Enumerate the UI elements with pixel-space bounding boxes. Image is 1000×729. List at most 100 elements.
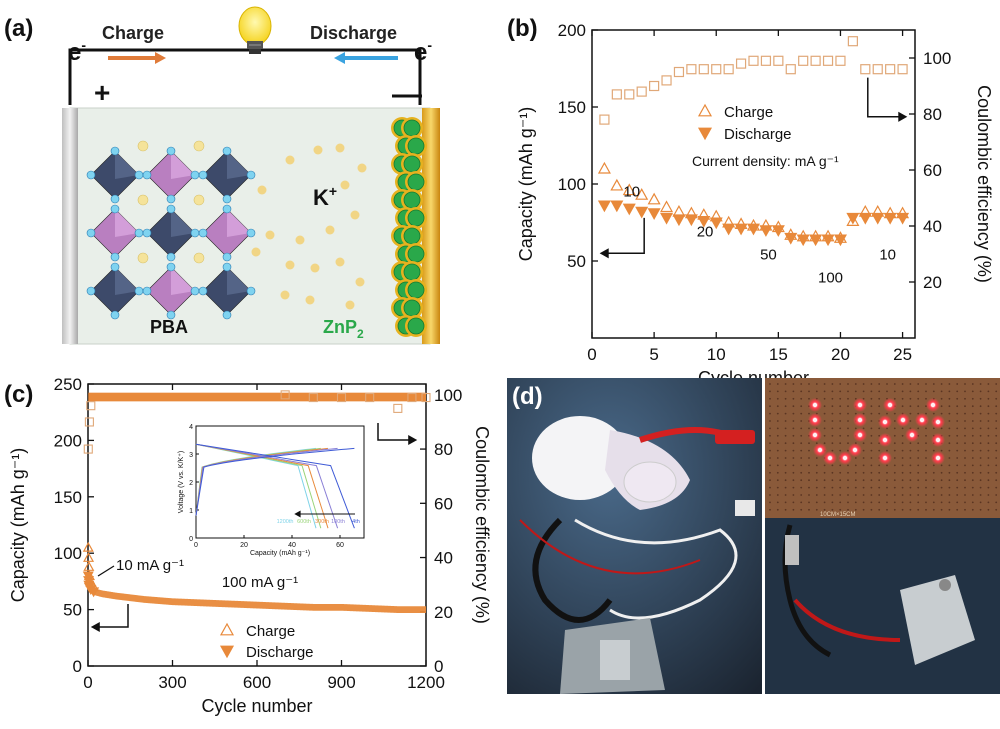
ce-point (735, 58, 747, 69)
perf-hole (987, 508, 990, 511)
x-tick-label: 0 (83, 673, 92, 692)
perf-hole (847, 508, 849, 511)
ce-point (860, 64, 871, 75)
perf-hole (878, 486, 881, 489)
perf-hole (769, 471, 771, 474)
annotation-10ma: 10 mA g⁻¹ (116, 557, 184, 574)
potassium-ion (310, 263, 320, 273)
perf-hole (932, 501, 935, 504)
perf-hole (909, 471, 912, 474)
perf-hole (901, 508, 904, 511)
perf-hole (784, 383, 787, 385)
perf-hole (893, 427, 896, 430)
potassium-ion (285, 260, 295, 270)
perf-hole (940, 486, 943, 489)
perf-hole (792, 471, 795, 474)
perf-hole (917, 464, 920, 467)
perf-hole (823, 434, 826, 437)
perf-hole (808, 479, 810, 482)
perf-hole (870, 449, 873, 452)
perf-hole (979, 508, 982, 511)
perf-hole (870, 405, 873, 408)
perf-hole (815, 457, 818, 459)
legend-charge-label: Charge (724, 104, 773, 121)
ce-point (365, 393, 375, 403)
perf-hole (823, 397, 826, 400)
pba-atom (198, 170, 208, 180)
perf-hole (964, 494, 966, 496)
perf-hole (854, 412, 857, 415)
left-axis-arrowhead-icon (90, 621, 100, 633)
perf-hole (870, 494, 873, 496)
perf-hole (909, 457, 912, 459)
ce-point (624, 89, 635, 100)
discharge-point (635, 206, 649, 219)
perf-hole (854, 486, 857, 489)
right-axis-arrow-icon (867, 77, 901, 118)
perf-hole (878, 405, 881, 408)
potassium-ion (357, 163, 367, 173)
perf-hole (956, 420, 959, 422)
inset-legend-label: 100th (331, 519, 345, 525)
ce-point (336, 393, 347, 403)
perf-hole (964, 390, 966, 393)
x-tick-label: 10 (707, 345, 726, 364)
y-right-tick-label: 60 (923, 161, 942, 180)
perf-hole (784, 501, 787, 504)
discharge-point (622, 203, 636, 216)
perf-hole (784, 471, 787, 474)
perf-hole (995, 479, 998, 482)
perf-hole (948, 486, 951, 489)
perf-hole (878, 501, 881, 504)
perf-hole (964, 449, 966, 452)
perf-hole (823, 390, 826, 393)
perf-hole (995, 383, 998, 385)
perf-hole (964, 412, 966, 415)
pba-atom (166, 146, 176, 156)
perf-hole (847, 471, 849, 474)
znp2-particle-core (403, 227, 421, 245)
znp2-particle-core (407, 173, 425, 191)
perf-hole (823, 405, 826, 408)
perf-hole (784, 508, 787, 511)
pba-atom (134, 170, 144, 180)
perf-hole (979, 383, 982, 385)
perf-hole (995, 464, 998, 467)
perf-hole (800, 405, 803, 408)
perf-hole (854, 471, 857, 474)
discharge-point (660, 212, 674, 225)
perf-hole (784, 397, 787, 400)
perf-hole (815, 486, 818, 489)
perf-hole (831, 486, 834, 489)
ce-point (698, 64, 709, 75)
led-dot (930, 402, 936, 408)
perf-hole (925, 464, 927, 467)
pba-atom (110, 252, 120, 262)
perf-hole (792, 442, 795, 445)
discharge-point (784, 232, 798, 245)
perf-hole (917, 479, 920, 482)
perf-hole (964, 397, 966, 400)
inset-y-axis-label: Voltage (V vs. K/K⁺) (178, 451, 185, 513)
perf-hole (995, 420, 998, 422)
perf-hole (776, 434, 779, 437)
discharge-point (597, 200, 611, 213)
perf-hole (776, 501, 779, 504)
perf-hole (932, 486, 935, 489)
perf-hole (956, 390, 959, 393)
perf-hole (862, 464, 865, 467)
perf-hole (971, 486, 974, 489)
pba-octahedron-face (115, 267, 139, 295)
perf-hole (886, 412, 888, 415)
discharge-label: Discharge (310, 23, 397, 43)
perf-hole (925, 427, 927, 430)
potassium-ion (335, 257, 345, 267)
perf-hole (956, 383, 959, 385)
rate-label: 100 (818, 270, 843, 287)
perf-hole (839, 471, 842, 474)
perf-hole (776, 479, 779, 482)
perf-hole (901, 471, 904, 474)
pba-atom (246, 286, 256, 296)
perf-hole (995, 449, 998, 452)
perf-hole (776, 442, 779, 445)
